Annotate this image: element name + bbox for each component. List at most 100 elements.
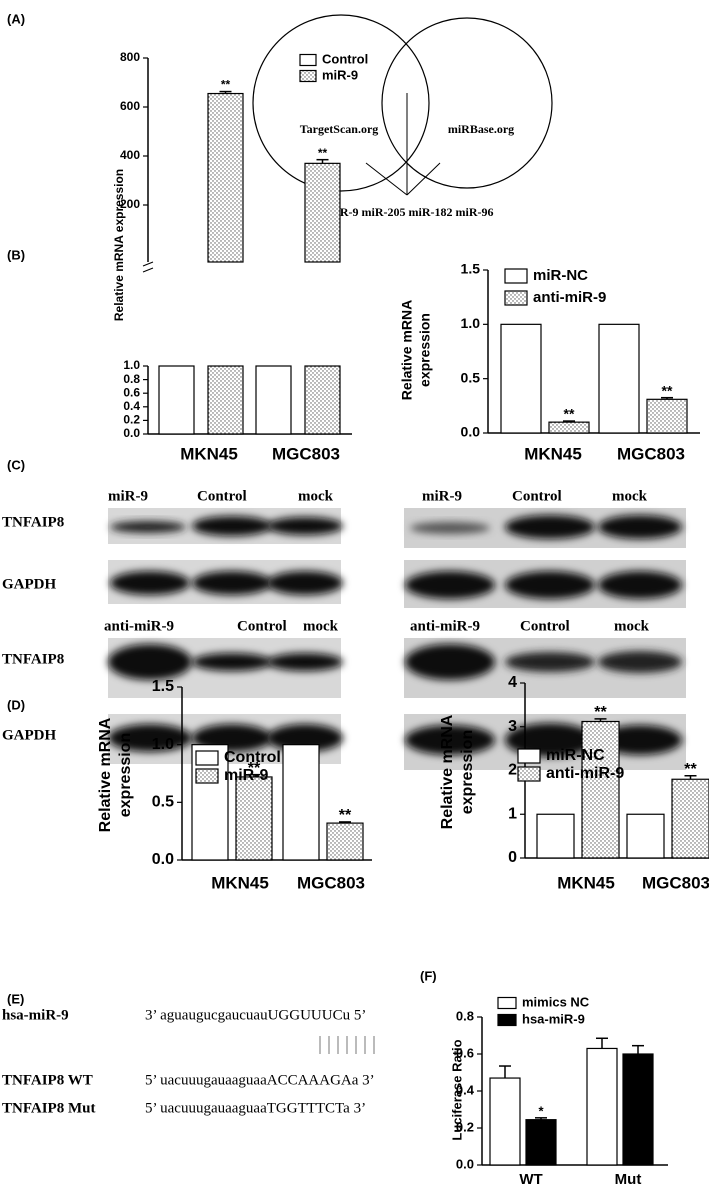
y-axis-label: Relative mRNA [97,717,114,832]
venn-circle [381,17,553,189]
y-tick-label: 800 [120,50,140,64]
band [192,516,272,536]
legend-label: miR-9 [322,67,358,82]
band [267,653,343,671]
band [405,571,495,599]
bar [304,365,341,435]
bar [536,813,575,859]
significance: ** [684,761,697,778]
bar [255,365,292,435]
row-label: TNFAIP8 [2,651,64,667]
y-axis-label: expression [117,733,134,817]
bar [207,365,244,435]
panel-label: (F) [420,968,437,983]
legend-label: miR-NC [546,747,605,764]
seq-name: TNFAIP8 Mut [2,1100,95,1116]
significance: ** [594,704,607,721]
x-tick-label: MGC803 [297,873,365,892]
x-tick-label: Mut [615,1171,642,1188]
y-tick-label: 0.4 [123,399,140,413]
bar [235,776,273,861]
seq: 3’ aguaugucgaucuauUGGUUUCu 5’ [145,1007,366,1023]
band [410,522,490,534]
lane-label: miR-9 [422,488,462,504]
lane-label: Control [512,488,562,504]
legend-label: anti-miR-9 [546,765,624,782]
legend-swatch [497,996,517,1010]
lane-label: anti-miR-9 [410,618,480,634]
y-tick-label: 0.6 [123,385,140,399]
venn-circle [252,14,430,192]
legend-swatch [195,768,219,784]
y-tick-label: 4 [508,674,517,691]
legend-label: hsa-miR-9 [522,1011,585,1026]
y-tick-label: 0.8 [456,1008,474,1023]
y-tick-label: 1.0 [123,358,140,372]
legend-label: miR-NC [533,267,588,284]
seq-name: TNFAIP8 WT [2,1072,93,1088]
legend-swatch [299,69,317,83]
significance: ** [318,146,328,160]
band [505,571,595,599]
y-tick-label: 400 [120,148,140,162]
y-axis-label: Relative mRNA [399,300,415,400]
y-axis-label: expression [417,313,433,387]
band [267,571,343,595]
bar [282,744,320,861]
bar [622,1053,654,1166]
significance: ** [248,760,261,777]
band [505,515,595,539]
seq-name: hsa-miR-9 [2,1007,69,1023]
legend-swatch [517,748,541,764]
bar [326,822,364,861]
legend-label: miR-9 [224,767,269,784]
y-tick-label: 0.0 [456,1156,474,1171]
band [192,571,272,595]
pairing [319,1036,375,1054]
lane-label: Control [520,618,570,634]
bar [586,1047,618,1166]
legend-swatch [299,53,317,67]
lane-label: mock [612,488,648,504]
venn-set: TargetScan.org [300,122,379,136]
y-tick-label: 1.0 [152,736,174,753]
axis-break [142,261,154,267]
y-tick-label: 1.0 [461,315,481,331]
y-tick-label: 600 [120,99,140,113]
y-tick-label: 0.0 [123,426,140,440]
legend-swatch [195,750,219,766]
blot-images [108,508,686,770]
bar [646,398,688,434]
x-tick-label: MKN45 [180,444,238,463]
x-tick-label: MGC803 [617,444,685,463]
band [110,571,190,595]
lane-label: Control [237,618,287,634]
y-tick-label: 0 [508,849,517,866]
lane-label: Control [197,488,247,504]
legend-swatch [504,290,528,306]
panel-label: (C) [7,457,25,472]
bar [598,323,640,434]
x-tick-label: MGC803 [642,873,709,892]
band [267,517,343,535]
y-tick-label: 1.5 [461,261,481,277]
y-tick-label: 0.2 [456,1119,474,1134]
legend-label: mimics NC [522,994,590,1009]
bar [581,720,620,859]
y-tick-label: 3 [508,718,517,735]
x-tick-label: MKN45 [524,444,582,463]
arrow [365,162,408,196]
significance: ** [339,807,352,824]
bar [489,1077,521,1166]
band [598,515,682,539]
band [598,571,682,599]
bar [671,778,709,859]
band [192,653,272,671]
seq: 5’ uacuuugauaaguaaTGGTTTCTa 3’ [145,1100,366,1116]
bar [500,323,542,434]
y-tick-label: 0.5 [461,369,481,385]
band [598,651,682,673]
bar [548,421,590,434]
blots: miR-9 Control mock TNFAIP8 GAPDH miR-9 C… [2,488,650,743]
row-label: GAPDH [2,576,56,592]
